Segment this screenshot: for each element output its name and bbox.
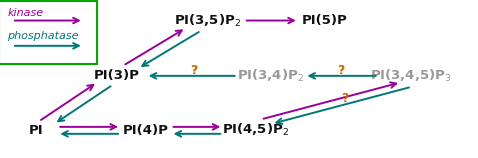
Text: PI(5)P: PI(5)P [302, 14, 348, 27]
FancyBboxPatch shape [0, 1, 97, 64]
Text: PI(4,5)P$_2$: PI(4,5)P$_2$ [222, 122, 289, 138]
Text: PI(3,5)P$_2$: PI(3,5)P$_2$ [174, 12, 241, 29]
Text: PI(3)P: PI(3)P [94, 69, 140, 82]
Text: ?: ? [341, 92, 349, 105]
Text: PI(4)P: PI(4)P [123, 124, 169, 137]
Text: ?: ? [190, 64, 197, 77]
Text: phosphatase: phosphatase [7, 31, 79, 41]
Text: PI(3,4,5)P$_3$: PI(3,4,5)P$_3$ [370, 68, 452, 84]
Text: ?: ? [337, 64, 344, 77]
Text: kinase: kinase [7, 8, 43, 18]
Text: PI: PI [29, 124, 43, 137]
Text: PI(3,4)P$_2$: PI(3,4)P$_2$ [237, 68, 304, 84]
